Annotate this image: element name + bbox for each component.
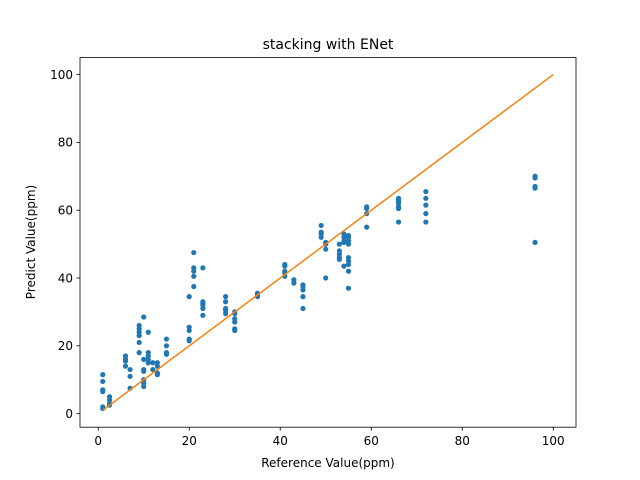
data-point [318,229,324,235]
data-point [232,316,238,322]
data-point [291,277,297,283]
data-point [345,285,352,291]
data-point [364,224,370,230]
data-point [100,387,106,393]
data-point [141,366,147,373]
data-point [163,336,170,342]
data-point [423,195,429,201]
data-point [136,350,142,356]
data-point [186,294,192,300]
data-point [423,188,429,195]
data-point [282,268,288,274]
data-point [232,326,238,332]
data-point [191,249,197,256]
x-tick-label: 0 [94,434,102,448]
data-point [300,282,306,288]
data-point [423,210,429,217]
data-point [345,233,352,239]
data-point [341,263,347,269]
y-axis-title: Predict Value(ppm) [24,185,38,299]
data-point [191,265,197,271]
data-point [532,239,538,245]
data-point [532,173,538,179]
data-point [136,322,142,329]
data-point [200,265,206,271]
data-point [341,231,347,237]
data-point [336,241,342,247]
data-point [395,195,402,201]
data-point [223,305,229,312]
identity-line [102,73,554,411]
data-point [100,404,106,410]
data-point [318,222,324,229]
data-point [223,294,229,300]
data-point [200,299,206,305]
data-point [122,353,129,359]
data-point [186,336,192,342]
data-point [122,363,129,369]
data-point [100,372,106,378]
data-point [191,273,197,279]
y-axis-ticks: 0 20 40 60 80 100 [50,68,80,421]
y-tick-label: 60 [58,203,73,217]
data-point [106,394,113,400]
data-point [141,314,147,320]
data-point [336,248,342,254]
x-tick-label: 40 [273,434,288,448]
data-point [200,312,206,318]
data-point [323,275,329,281]
data-point [163,343,170,349]
data-point [223,299,229,305]
chart-title: stacking with ENet [263,37,394,53]
data-point [423,202,429,208]
x-tick-label: 20 [182,434,197,448]
x-tick-label: 80 [455,434,470,448]
x-axis-ticks: 0 20 40 60 80 100 [94,427,565,448]
data-point [127,366,133,373]
y-tick-label: 0 [65,407,73,421]
axes-frame [79,57,577,428]
data-point [364,204,370,210]
x-tick-label: 60 [364,434,379,448]
data-point [150,366,156,373]
data-point [345,255,352,261]
data-point [300,305,306,312]
data-point [323,246,329,252]
x-tick-label: 100 [542,434,565,448]
data-point [423,219,429,225]
x-axis-title: Reference Value(ppm) [261,456,394,470]
plot-area [100,73,554,412]
y-tick-label: 80 [58,136,73,150]
data-point [532,183,538,190]
data-point [141,356,147,362]
data-point [145,329,151,335]
y-tick-label: 20 [58,339,73,353]
data-point [136,339,142,346]
data-point [100,378,106,385]
data-point [191,283,197,290]
data-point [154,360,160,366]
data-point [186,324,192,330]
data-point [282,261,288,268]
y-tick-label: 40 [58,271,73,285]
data-point [150,360,156,366]
data-point [127,373,133,379]
data-point [300,294,306,300]
data-point [395,219,402,225]
data-point [145,350,151,356]
data-point [154,370,160,376]
data-point [163,350,170,356]
data-point [345,268,352,274]
y-tick-label: 100 [50,68,73,82]
